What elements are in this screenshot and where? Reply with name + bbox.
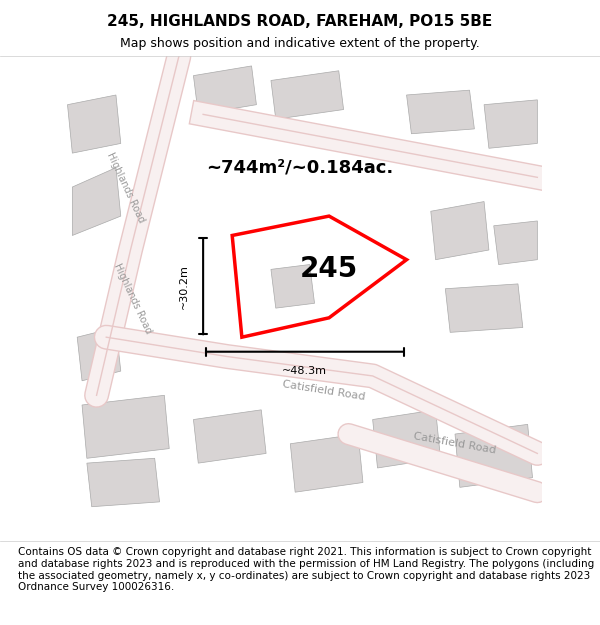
Polygon shape (82, 396, 169, 458)
Polygon shape (271, 264, 314, 308)
Polygon shape (484, 100, 538, 148)
Polygon shape (193, 66, 256, 114)
Polygon shape (407, 90, 475, 134)
Polygon shape (431, 201, 489, 260)
Polygon shape (73, 168, 121, 236)
Text: Contains OS data © Crown copyright and database right 2021. This information is : Contains OS data © Crown copyright and d… (18, 548, 594, 592)
Polygon shape (445, 284, 523, 332)
Text: 245, HIGHLANDS ROAD, FAREHAM, PO15 5BE: 245, HIGHLANDS ROAD, FAREHAM, PO15 5BE (107, 14, 493, 29)
Polygon shape (455, 424, 533, 488)
Polygon shape (290, 434, 363, 492)
Text: 245: 245 (300, 256, 358, 283)
Polygon shape (271, 71, 344, 119)
Polygon shape (87, 458, 160, 507)
Text: ~744m²/~0.184ac.: ~744m²/~0.184ac. (206, 159, 394, 177)
Text: Catisfield Road: Catisfield Road (413, 432, 497, 456)
Polygon shape (67, 95, 121, 153)
Polygon shape (193, 410, 266, 463)
Text: ~30.2m: ~30.2m (179, 264, 189, 309)
Text: Highlands Road: Highlands Road (105, 150, 146, 224)
Polygon shape (494, 221, 538, 264)
Text: ~48.3m: ~48.3m (283, 366, 328, 376)
Text: Map shows position and indicative extent of the property.: Map shows position and indicative extent… (120, 36, 480, 49)
Text: Catisfield Road: Catisfield Road (282, 379, 366, 402)
Text: Highlands Road: Highlands Road (112, 262, 154, 335)
Polygon shape (77, 328, 121, 381)
Polygon shape (373, 410, 440, 468)
